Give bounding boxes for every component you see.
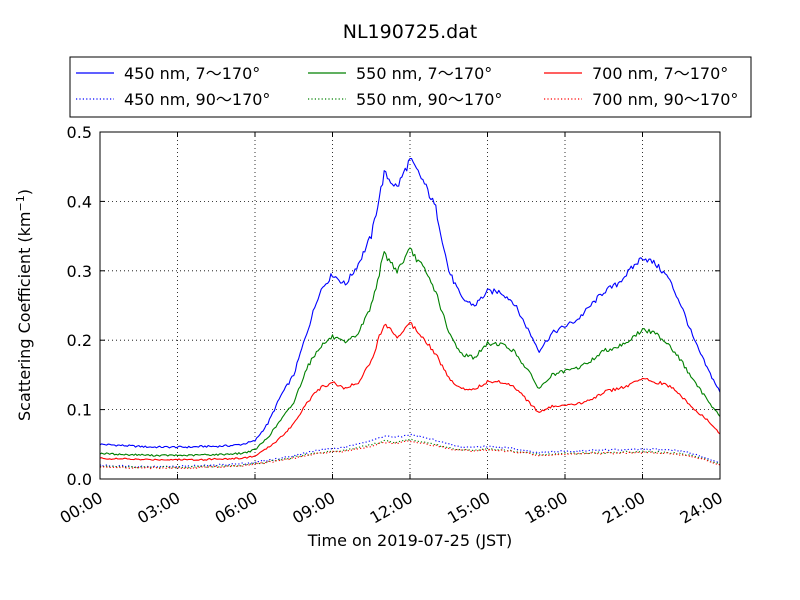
x-axis-label: Time on 2019-07-25 (JST) bbox=[307, 531, 512, 550]
series-line-1 bbox=[99, 158, 721, 449]
legend-label-4: 550 nm, 90～170° bbox=[356, 90, 502, 109]
legend-frame bbox=[69, 56, 752, 118]
legend-label-1: 450 nm, 7～170° bbox=[124, 64, 260, 83]
legend-label-3: 550 nm, 7～170° bbox=[356, 64, 492, 83]
y-axis-label: Scattering Coefficient (km−1) bbox=[14, 189, 34, 421]
series-line-5 bbox=[99, 321, 721, 461]
y-axis-label-main: Scattering Coefficient (km bbox=[15, 211, 34, 421]
series-line-3 bbox=[99, 247, 721, 457]
y-tick-label: 0.0 bbox=[67, 470, 92, 489]
y-axis-label-superscript: −1 bbox=[14, 195, 27, 211]
y-axis-label-close: ) bbox=[15, 189, 34, 195]
y-tick-label: 0.4 bbox=[67, 192, 92, 211]
series-line-6 bbox=[99, 440, 721, 470]
legend-label-6: 700 nm, 90～170° bbox=[592, 90, 738, 109]
y-tick-label: 0.2 bbox=[67, 331, 92, 350]
legend-label-2: 450 nm, 90～170° bbox=[124, 90, 270, 109]
chart-title: NL190725.dat bbox=[343, 21, 478, 43]
plot-series bbox=[99, 158, 721, 470]
y-tick-label: 0.5 bbox=[67, 123, 92, 142]
y-tick-label: 0.3 bbox=[67, 262, 92, 281]
legend: 450 nm, 7～170° 450 nm, 90～170° 550 nm, 7～1… bbox=[69, 56, 752, 118]
y-tick-label: 0.1 bbox=[67, 401, 92, 420]
grid bbox=[100, 132, 720, 479]
legend-label-5: 700 nm, 7～170° bbox=[592, 64, 728, 83]
